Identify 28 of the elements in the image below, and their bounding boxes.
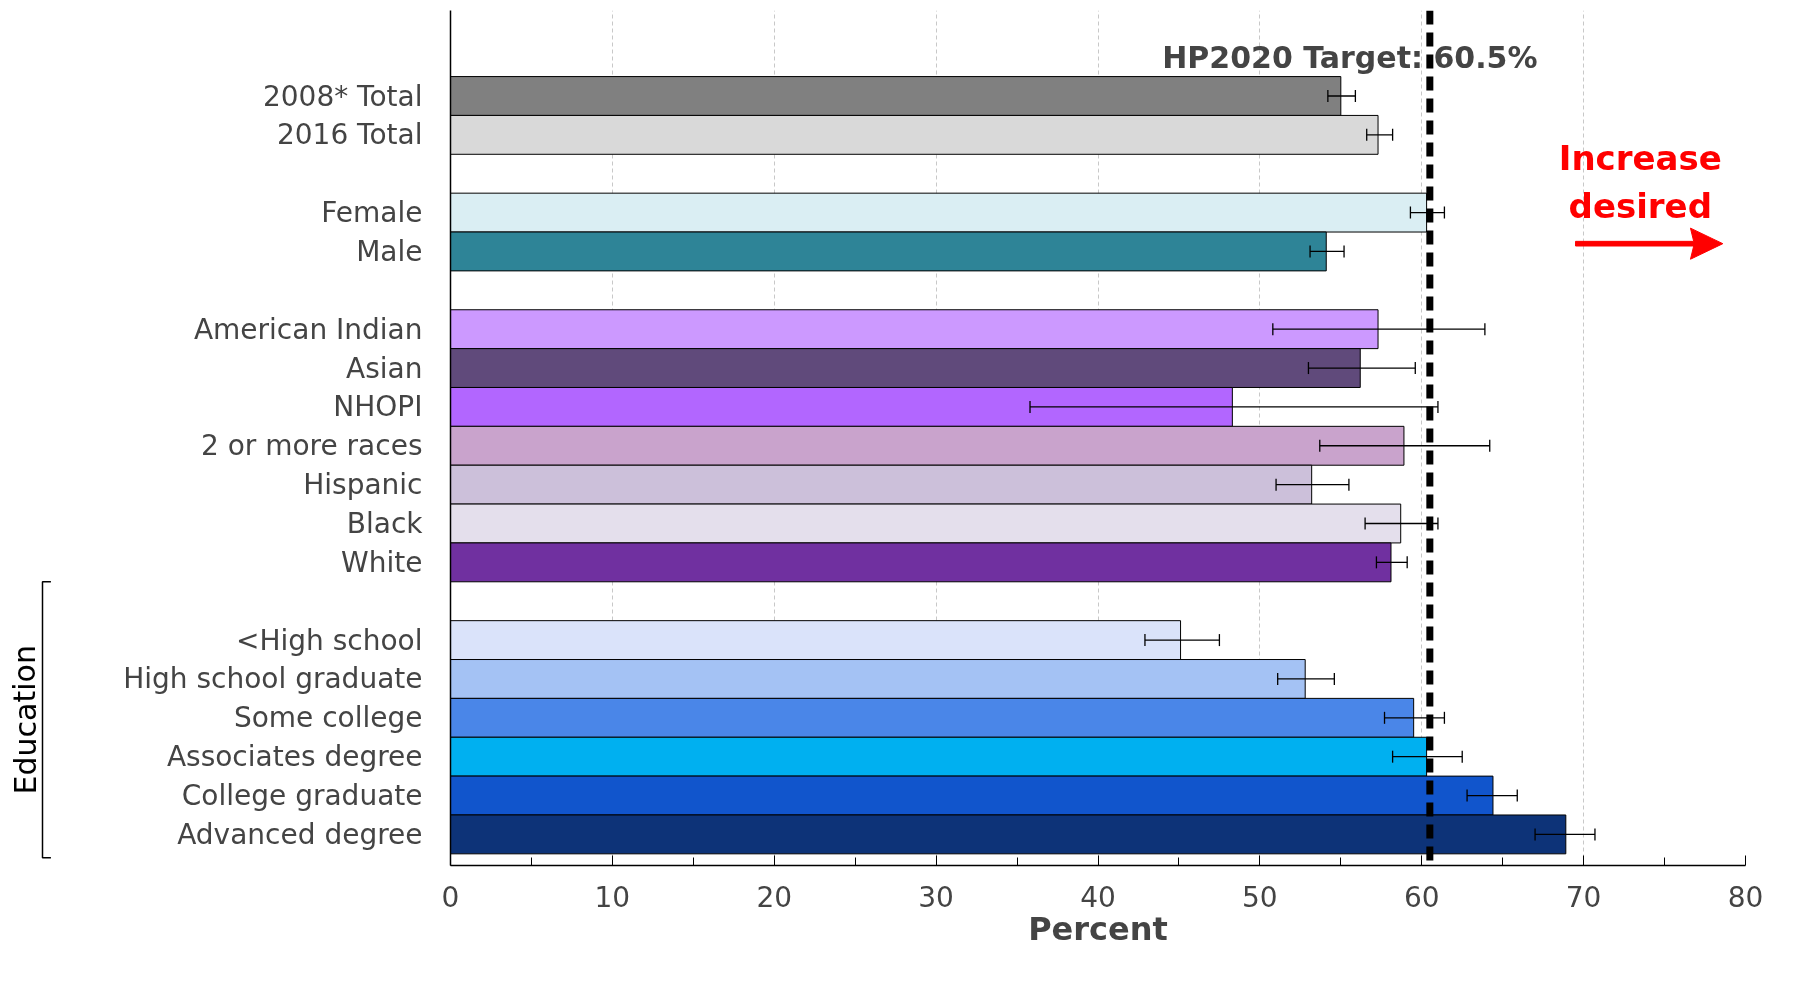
y-tick-label: Black: [346, 507, 424, 540]
y-tick-label: 2 or more races: [200, 429, 423, 463]
y-tick-label: American Indian: [193, 312, 423, 346]
y-tick-label: Advanced degree: [177, 817, 423, 851]
x-tick-label: 30: [918, 880, 954, 914]
text: Education: [7, 645, 43, 795]
y-tick-label: Male: [356, 234, 423, 268]
y-tick-label: 2016 Total: [276, 118, 423, 152]
x-tick-label: 0: [441, 880, 460, 914]
y-tick-label: Associates degree: [166, 740, 423, 774]
y-tick-label: <High school: [236, 623, 423, 657]
ref-line-label: HP2020 Target: 60.5%: [1162, 39, 1538, 75]
y-tick-label: Asian: [346, 351, 423, 385]
x-tick-label: 10: [594, 880, 631, 914]
y-tick-label: NHOPI: [333, 390, 423, 424]
y-tick-label: College graduate: [181, 779, 423, 813]
y-tick-label: Female: [321, 196, 423, 230]
x-tick-label: 60: [1403, 880, 1440, 914]
x-tick-label: 20: [756, 880, 793, 914]
y-tick-label: Hispanic: [303, 468, 423, 502]
y-tick-label: White: [341, 545, 423, 579]
x-tick-label: 70: [1565, 880, 1602, 914]
y-tick-label: High school graduate: [123, 662, 423, 696]
x-tick-label: 50: [1242, 880, 1278, 914]
y-tick-label: Some college: [233, 701, 423, 735]
x-tick-label: 80: [1727, 880, 1764, 914]
y-tick-label: 2008* Total: [262, 79, 423, 113]
annotation: Increase desired: [1558, 137, 1722, 226]
